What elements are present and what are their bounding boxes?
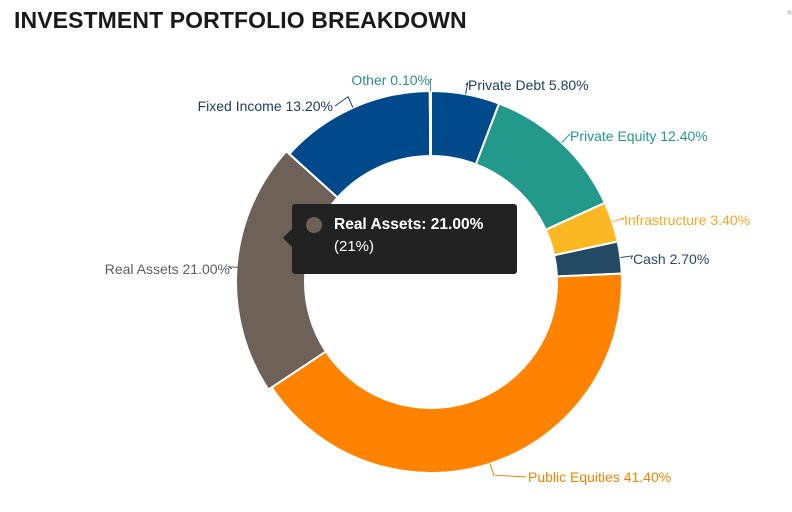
data-label-infrastructure: Infrastructure 3.40% [624, 212, 750, 228]
data-label-cash: Cash 2.70% [633, 251, 709, 267]
data-label-private-debt: Private Debt 5.80% [468, 77, 589, 93]
connector-private-debt [465, 82, 469, 95]
data-label-real-assets: Real Assets 21.00% [105, 261, 230, 277]
tooltip-series-dot-icon [306, 217, 322, 233]
tooltip-title: Real Assets: 21.00% [334, 216, 484, 233]
data-label-other: Other 0.10% [351, 72, 430, 88]
tooltip-value: (21%) [334, 238, 375, 255]
connector-cash [620, 255, 634, 260]
connector-public-equities [489, 463, 527, 478]
connector-infrastructure [612, 217, 626, 223]
connector-fixed-income [334, 95, 354, 108]
connector-real-assets [226, 266, 241, 270]
data-label-fixed-income: Fixed Income 13.20% [198, 98, 333, 114]
connector-private-equity [561, 133, 571, 144]
data-label-public-equities: Public Equities 41.40% [528, 469, 671, 485]
slice-other[interactable] [428, 89, 432, 158]
chart-title: INVESTMENT PORTFOLIO BREAKDOWN [14, 7, 467, 33]
data-label-private-equity: Private Equity 12.40% [570, 128, 708, 144]
menu-dot-icon[interactable] [787, 10, 792, 15]
chart-tooltip: Real Assets: 21.00% (21%) [283, 204, 517, 274]
slice-public-equities[interactable] [270, 272, 623, 474]
connector-other [429, 78, 433, 92]
